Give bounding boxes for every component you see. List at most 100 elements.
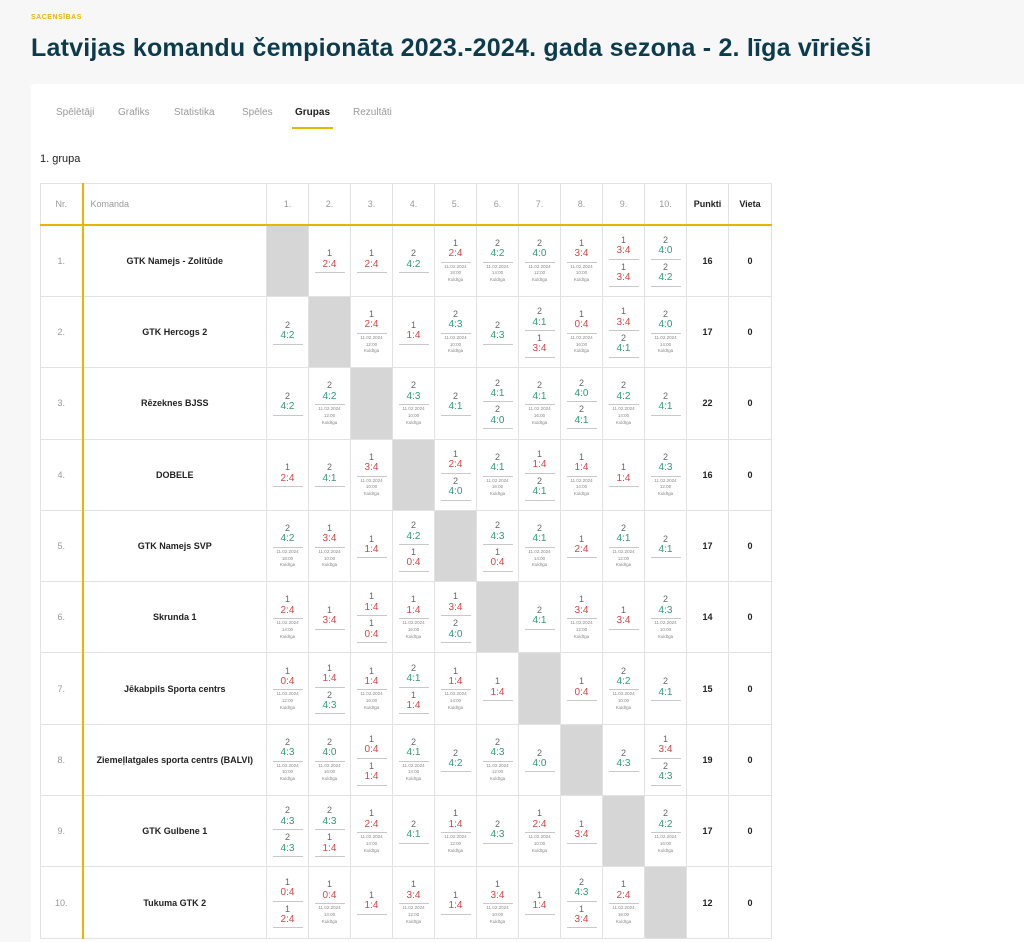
match-result[interactable]: 1 0:4 <box>398 547 429 572</box>
match-cell[interactable]: 1 1:4 11.02.2024 12:00 Kuldīga <box>434 795 477 868</box>
match-result[interactable]: 1 0:4 <box>482 547 513 572</box>
match-result[interactable]: 2 4:3 <box>482 520 513 546</box>
match-result[interactable]: 2 4:2 11.02.2024 18:00 Kuldīga <box>272 523 303 569</box>
match-result[interactable]: 1 3:4 <box>566 819 597 844</box>
match-result[interactable]: 2 4:0 11.02.2024 16:00 Kuldīga <box>314 737 345 783</box>
match-result[interactable]: 2 4:3 <box>608 748 639 773</box>
match-result[interactable]: 2 4:0 <box>650 235 681 260</box>
match-cell[interactable]: 1 1:4 <box>350 866 393 939</box>
match-result[interactable]: 1 3:4 <box>608 605 639 630</box>
team-name[interactable]: Skrunda 1 <box>81 581 267 654</box>
match-cell[interactable]: 2 4:3 11.02.2024 10:00 Kuldīga <box>266 723 309 797</box>
match-cell[interactable]: 2 4:2 11.02.2024 14:00 Kuldīga <box>602 367 645 440</box>
match-cell[interactable]: 2 4:1 1 3:4 <box>518 295 561 369</box>
match-cell[interactable]: 1 1:4 11.02.2024 14:00 Kuldīga <box>560 438 603 511</box>
match-result[interactable]: 2 4:2 11.02.2024 16:00 Kuldīga <box>650 808 681 854</box>
match-cell[interactable]: 2 4:3 <box>476 295 519 369</box>
match-cell[interactable]: 1 3:4 <box>602 581 645 654</box>
match-result[interactable]: 1 1:4 <box>356 761 387 786</box>
match-result[interactable]: 2 4:1 <box>566 404 597 430</box>
match-result[interactable]: 2 4:2 <box>272 320 303 345</box>
match-result[interactable]: 1 3:4 <box>524 333 555 358</box>
match-result[interactable]: 1 1:4 <box>440 890 471 915</box>
team-name[interactable]: DOBELE <box>81 438 267 511</box>
match-cell[interactable]: 1 3:4 2 4:0 <box>434 581 477 654</box>
match-cell[interactable]: 2 4:1 11.02.2024 16:00 Kuldīga <box>518 367 561 440</box>
match-result[interactable]: 1 1:4 <box>398 320 429 345</box>
match-result[interactable]: 2 4:1 <box>650 676 681 702</box>
match-result[interactable]: 2 4:3 <box>482 320 513 345</box>
match-result[interactable]: 1 1:4 11.02.2024 12:00 Kuldīga <box>440 808 471 854</box>
match-cell[interactable]: 2 4:3 2 4:3 <box>266 795 309 868</box>
match-result[interactable]: 1 0:4 11.02.2024 14:00 Kuldīga <box>314 879 345 925</box>
match-result[interactable]: 2 4:1 11.02.2024 14:00 Kuldīga <box>524 523 555 569</box>
match-cell[interactable]: 2 4:2 11.02.2024 14:00 Kuldīga <box>476 224 519 297</box>
match-result[interactable]: 1 1:4 <box>356 591 387 617</box>
match-cell[interactable]: 2 4:1 <box>392 795 435 868</box>
match-result[interactable]: 1 1:4 11.02.2024 16:00 Kuldīga <box>398 594 429 640</box>
match-result[interactable]: 2 4:2 <box>398 520 429 546</box>
match-cell[interactable]: 2 4:2 11.02.2024 18:00 Kuldīga <box>266 509 309 583</box>
match-cell[interactable]: 2 4:1 <box>434 367 477 440</box>
match-result[interactable]: 2 4:1 <box>398 663 429 688</box>
match-result[interactable]: 1 3:4 <box>608 262 639 287</box>
match-cell[interactable]: 1 1:4 <box>392 295 435 369</box>
match-result[interactable]: 1 0:4 <box>566 676 597 702</box>
match-result[interactable]: 2 4:0 <box>440 618 471 644</box>
match-result[interactable]: 2 4:2 <box>440 748 471 773</box>
match-result[interactable]: 1 0:4 <box>356 618 387 644</box>
match-result[interactable]: 1 2:4 11.02.2024 12:00 Kuldīga <box>356 309 387 355</box>
match-result[interactable]: 2 4:3 <box>650 761 681 786</box>
match-cell[interactable]: 2 4:1 <box>308 438 351 511</box>
match-cell[interactable]: 2 4:1 <box>644 652 687 725</box>
match-result[interactable]: 1 3:4 11.02.2024 10:00 Kuldīga <box>482 879 513 925</box>
match-cell[interactable]: 1 3:4 11.02.2024 10:00 Kuldīga <box>560 224 603 297</box>
match-result[interactable]: 1 2:4 <box>566 534 597 559</box>
match-result[interactable]: 1 2:4 <box>440 449 471 474</box>
match-result[interactable]: 1 2:4 11.02.2024 18:00 Kuldīga <box>440 238 471 284</box>
match-result[interactable]: 1 3:4 <box>650 734 681 759</box>
match-result[interactable]: 2 4:3 11.02.2024 10:00 Kuldīga <box>650 594 681 640</box>
match-cell[interactable]: 1 1:4 2 4:1 <box>518 438 561 511</box>
team-name[interactable]: Tukuma GTK 2 <box>81 866 267 939</box>
match-result[interactable]: 2 4:3 <box>566 877 597 902</box>
match-result[interactable]: 1 1:4 11.02.2024 16:00 Kuldīga <box>356 666 387 712</box>
match-cell[interactable]: 1 1:4 <box>350 509 393 583</box>
match-result[interactable]: 1 2:4 11.02.2024 10:00 Kuldīga <box>524 808 555 854</box>
match-cell[interactable]: 1 3:4 11.02.2024 12:00 Kuldīga <box>560 581 603 654</box>
match-cell[interactable]: 2 4:2 11.02.2024 12:00 Kuldīga <box>308 367 351 440</box>
match-result[interactable]: 2 4:3 11.02.2024 10:00 Kuldīga <box>272 737 303 783</box>
match-cell[interactable]: 2 4:2 <box>392 224 435 297</box>
match-result[interactable]: 2 4:3 11.02.2024 10:00 Kuldīga <box>398 380 429 426</box>
match-result[interactable]: 1 3:4 <box>566 904 597 929</box>
match-result[interactable]: 2 4:3 <box>272 832 303 858</box>
match-result[interactable]: 2 4:0 <box>566 378 597 403</box>
match-cell[interactable]: 1 2:4 11.02.2024 18:00 Kuldīga <box>434 224 477 297</box>
match-cell[interactable]: 1 0:4 11.02.2024 14:00 Kuldīga <box>308 866 351 939</box>
match-cell[interactable]: 2 4:3 1 0:4 <box>476 509 519 583</box>
match-result[interactable]: 1 1:4 <box>608 462 639 488</box>
match-cell[interactable]: 1 3:4 <box>560 795 603 868</box>
match-cell[interactable]: 1 2:4 11.02.2024 14:00 Kuldīga <box>350 795 393 868</box>
match-result[interactable]: 2 4:1 11.02.2024 16:00 Kuldīga <box>524 380 555 426</box>
team-name[interactable]: GTK Namejs SVP <box>81 509 267 583</box>
match-cell[interactable]: 2 4:3 11.02.2024 10:00 Kuldīga <box>644 581 687 654</box>
match-cell[interactable]: 1 3:4 11.02.2024 12:00 Kuldīga <box>392 866 435 939</box>
match-cell[interactable]: 2 4:3 <box>476 795 519 868</box>
match-result[interactable]: 2 4:3 11.02.2024 10:00 Kuldīga <box>440 309 471 355</box>
match-cell[interactable]: 2 4:2 <box>266 367 309 440</box>
match-cell[interactable]: 2 4:1 <box>518 581 561 654</box>
match-cell[interactable]: 1 3:4 2 4:3 <box>644 723 687 797</box>
match-cell[interactable]: 2 4:1 1 1:4 <box>392 652 435 725</box>
match-result[interactable]: 2 4:1 11.02.2024 14:00 Kuldīga <box>398 737 429 783</box>
match-result[interactable]: 2 4:3 <box>314 690 345 715</box>
match-cell[interactable]: 1 2:4 <box>308 224 351 297</box>
tab-statistika[interactable]: Statistika <box>174 107 215 118</box>
match-result[interactable]: 1 1:4 11.02.2024 14:00 Kuldīga <box>440 666 471 712</box>
match-result[interactable]: 1 2:4 <box>356 248 387 274</box>
match-result[interactable]: 2 4:2 <box>398 248 429 274</box>
match-result[interactable]: 1 3:4 11.02.2024 10:00 Kuldīga <box>356 452 387 498</box>
match-result[interactable]: 1 3:4 <box>314 605 345 630</box>
match-cell[interactable]: 2 4:2 11.02.2024 10:00 Kuldīga <box>602 652 645 725</box>
match-result[interactable]: 1 2:4 11.02.2024 14:00 Kuldīga <box>356 808 387 854</box>
